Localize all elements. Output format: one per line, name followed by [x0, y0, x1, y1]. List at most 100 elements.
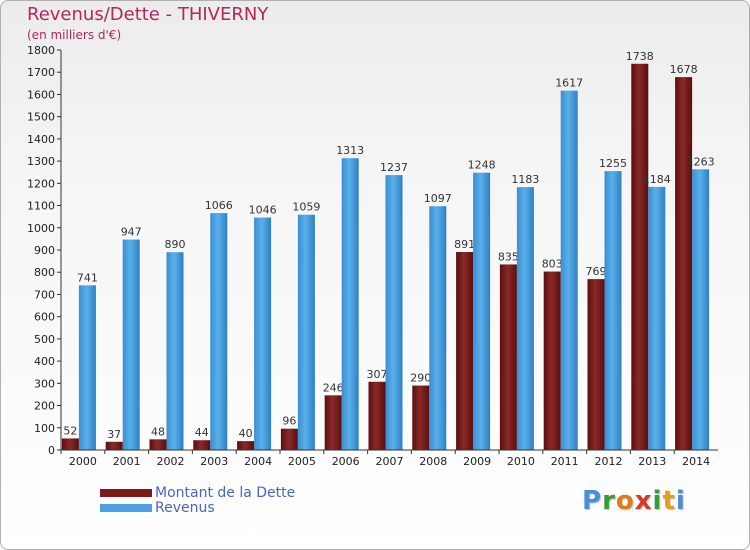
revenus-bar: [210, 213, 228, 450]
dette-bar-label: 1738: [626, 50, 654, 63]
revenus-bar-label: 947: [121, 226, 142, 239]
logo-letter: r: [602, 486, 616, 516]
y-tick-label: 800: [34, 266, 55, 279]
x-tick-label: 2002: [157, 455, 185, 468]
dette-bar: [193, 440, 211, 450]
dette-bar-label: 307: [367, 368, 388, 381]
y-tick-label: 300: [34, 377, 55, 390]
revenus-bar: [692, 169, 710, 451]
revenus-bar: [297, 214, 315, 450]
dette-bar: [587, 279, 605, 450]
dette-bar-label: 44: [195, 426, 209, 439]
y-tick-label: 600: [34, 311, 55, 324]
revenus-bar-label: 1097: [424, 192, 452, 205]
y-tick-label: 1300: [27, 155, 55, 168]
x-tick-label: 2004: [244, 455, 272, 468]
chart-title: Revenus/Dette - THIVERNY: [27, 4, 269, 25]
x-tick-label: 2006: [332, 455, 360, 468]
x-tick-label: 2007: [376, 455, 404, 468]
x-tick-label: 2001: [113, 455, 141, 468]
dette-bar: [149, 439, 167, 450]
dette-bar: [456, 252, 474, 450]
legend-item-revenus: Revenus: [100, 500, 340, 516]
legend-label-dette: Montant de la Dette: [155, 485, 296, 501]
x-tick-label: 2012: [595, 455, 623, 468]
revenus-bar: [254, 217, 272, 450]
revenus-bar: [473, 172, 491, 450]
dette-bar: [324, 395, 342, 450]
dette-bar-label: 769: [586, 265, 607, 278]
y-tick-label: 1600: [27, 88, 55, 101]
dette-bar-label: 48: [151, 425, 165, 438]
revenus-bar: [604, 171, 622, 450]
logo-letter: t: [662, 486, 676, 516]
x-tick-label: 2009: [463, 455, 491, 468]
revenus-bar: [341, 158, 359, 450]
dette-bar: [675, 77, 693, 450]
revenus-bar-label: 1248: [468, 159, 496, 172]
x-tick-label: 2005: [288, 455, 316, 468]
dette-bar-label: 891: [454, 238, 475, 251]
dette-bar-label: 37: [107, 428, 121, 441]
revenus-bar: [516, 187, 534, 450]
revenus-bar-label: 1617: [555, 77, 583, 90]
y-tick-label: 500: [34, 333, 55, 346]
revenus-bar: [385, 175, 403, 450]
logo-letter: i: [652, 486, 663, 516]
x-tick-label: 2013: [638, 455, 666, 468]
revenus-bar-label: 1313: [336, 144, 364, 157]
revenus-bar: [166, 252, 184, 450]
dette-bar: [543, 271, 561, 450]
dette-bar-label: 290: [410, 372, 431, 385]
revenus-bar: [560, 90, 578, 451]
revenus-bar: [78, 285, 96, 450]
y-tick-label: 400: [34, 355, 55, 368]
revenus-bar-label: 1059: [292, 201, 320, 214]
y-tick-label: 0: [48, 444, 55, 457]
y-tick-label: 100: [34, 422, 55, 435]
dette-bar-label: 246: [323, 381, 344, 394]
y-tick-label: 1500: [27, 111, 55, 124]
proxiti-logo: Proxiti: [582, 486, 686, 516]
dette-bar-label: 96: [282, 415, 296, 428]
y-tick-label: 1000: [27, 222, 55, 235]
dette-bar: [237, 441, 255, 450]
revenus-bar-label: 1237: [380, 161, 408, 174]
dette-bar-label: 835: [498, 250, 519, 263]
revenus-bar-label: 1066: [205, 199, 233, 212]
legend-swatch-revenus: [100, 504, 152, 512]
revenus-bar: [648, 186, 666, 450]
revenus-bar-label: 890: [165, 238, 186, 251]
dette-bar-label: 1678: [670, 63, 698, 76]
dette-bar: [61, 438, 79, 450]
dette-bar: [368, 381, 386, 450]
legend-swatch-dette: [100, 489, 152, 497]
revenus-bar: [429, 206, 447, 450]
chart-subtitle: (en milliers d'€): [27, 28, 122, 42]
y-tick-label: 900: [34, 244, 55, 257]
revenus-bar-label: 1184: [643, 173, 671, 186]
y-tick-label: 1700: [27, 66, 55, 79]
y-tick-label: 1200: [27, 177, 55, 190]
revenus-bar-label: 1255: [599, 157, 627, 170]
legend-label-revenus: Revenus: [155, 500, 215, 516]
x-tick-label: 2008: [419, 455, 447, 468]
y-tick-label: 1100: [27, 200, 55, 213]
dette-bar: [280, 428, 298, 450]
x-tick-label: 2011: [551, 455, 579, 468]
x-tick-label: 2010: [507, 455, 535, 468]
dette-bar-label: 803: [542, 258, 563, 271]
dette-bar: [412, 385, 430, 450]
x-tick-label: 2003: [200, 455, 228, 468]
logo-letter: x: [634, 486, 653, 516]
y-tick-label: 700: [34, 288, 55, 301]
revenus-bar-label: 741: [77, 271, 98, 284]
logo-letter: i: [675, 486, 686, 516]
dette-bar: [499, 264, 517, 450]
dette-bar-label: 40: [239, 427, 253, 440]
revenus-bar-label: 1183: [511, 173, 539, 186]
legend-item-dette: Montant de la Dette: [100, 485, 340, 501]
revenus-bar-label: 1263: [687, 155, 715, 168]
logo-letter: o: [615, 486, 635, 516]
